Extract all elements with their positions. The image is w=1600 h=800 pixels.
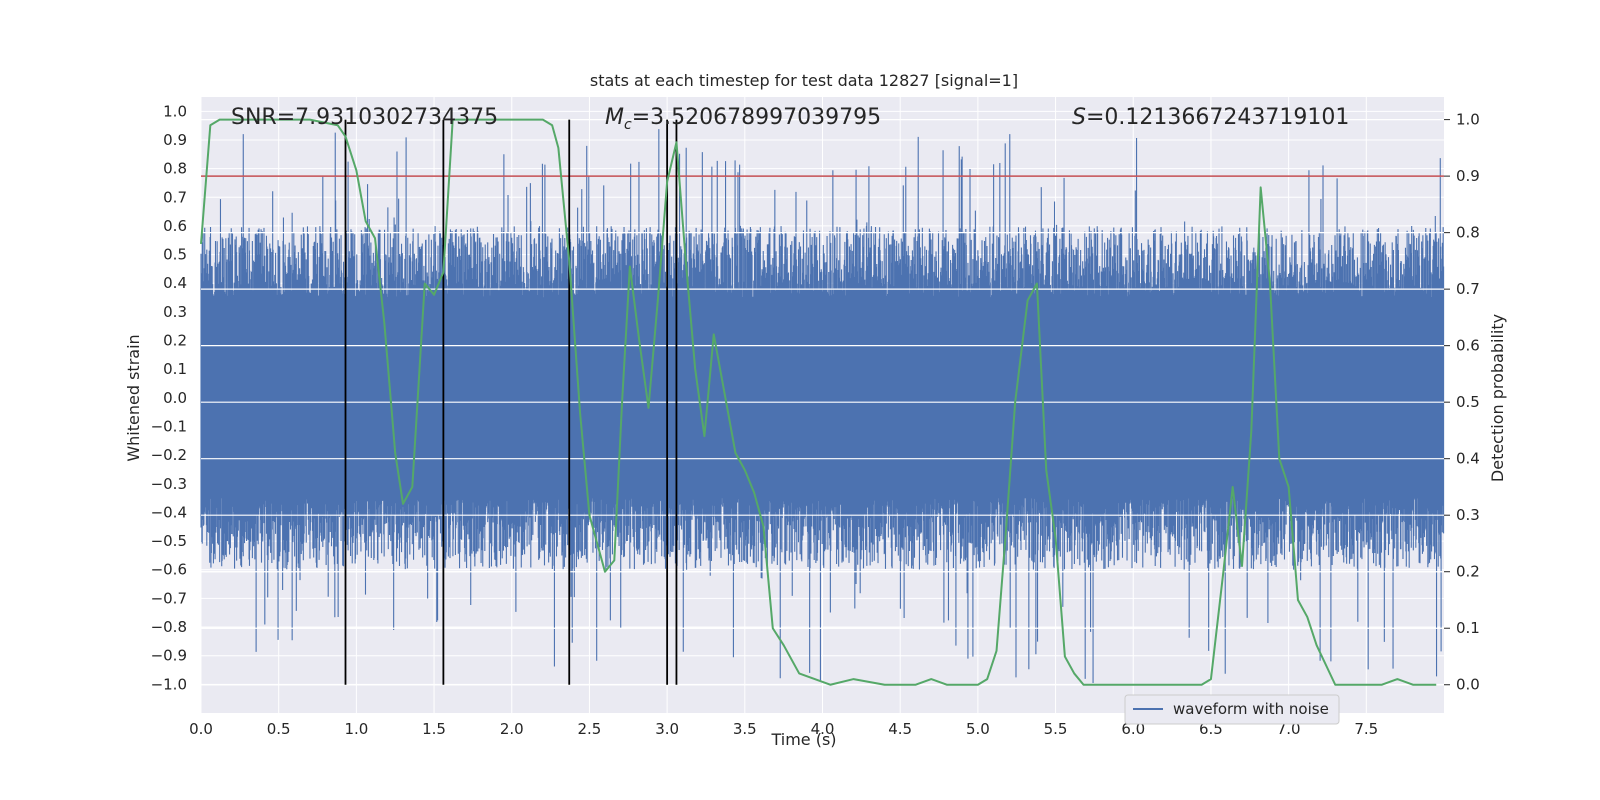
- y-tick-label-right: 0.3: [1456, 506, 1480, 524]
- y-tick-label-right: 0.9: [1456, 167, 1480, 185]
- x-axis-label: Time (s): [770, 730, 836, 749]
- y-tick-label-left: 0.3: [163, 303, 187, 321]
- x-tick-label: 2.5: [578, 720, 602, 738]
- y-tick-label-left: 0.9: [163, 131, 187, 149]
- probability-series: [200, 118, 1437, 686]
- y-tick-label-left: 0.7: [163, 188, 187, 206]
- x-tick-label: 4.0: [811, 720, 835, 738]
- y-tick-label-left: 0.0: [163, 389, 187, 407]
- y-tick-label-right: 0.2: [1456, 563, 1480, 581]
- y-tick-label-left: −1.0: [151, 675, 187, 693]
- y-tick-label-left: 0.4: [163, 274, 187, 292]
- x-tick-label: 1.0: [344, 720, 368, 738]
- y-tick-label-left: −0.1: [151, 417, 187, 435]
- y-tick-label-right: 0.5: [1456, 393, 1480, 411]
- legend: waveform with noise: [1124, 694, 1340, 725]
- x-tick-label: 3.0: [655, 720, 679, 738]
- x-tick-label: 3.5: [733, 720, 757, 738]
- x-tick-label: 0.5: [267, 720, 291, 738]
- y-tick-label-left: −0.2: [151, 446, 187, 464]
- x-tick-label: 4.5: [888, 720, 912, 738]
- x-tick-label: 5.5: [1044, 720, 1068, 738]
- x-tick-label: 2.0: [500, 720, 524, 738]
- y-tick-label-left: −0.7: [151, 589, 187, 607]
- waveform-series: [200, 119, 1445, 686]
- detection-probability-line: [200, 118, 1437, 686]
- y-tick-label-left: −0.6: [151, 561, 187, 579]
- y-tick-label-left: 0.2: [163, 332, 187, 350]
- y-tick-label-right: 0.7: [1456, 280, 1480, 298]
- y-tick-label-right: 0.6: [1456, 337, 1480, 355]
- y-tick-label-left: 0.1: [163, 360, 187, 378]
- y-tick-label-left: 1.0: [163, 102, 187, 120]
- y-tick-label-right: 0.4: [1456, 450, 1480, 468]
- y-tick-label-right: 1.0: [1456, 111, 1480, 129]
- y-tick-label-left: −0.3: [151, 475, 187, 493]
- y-tick-label-left: 0.5: [163, 246, 187, 264]
- x-tick-label: 5.0: [966, 720, 990, 738]
- chirp-mass-annotation: Mc=3.520678997039795: [605, 105, 881, 133]
- y-tick-label-left: 0.6: [163, 217, 187, 235]
- chart-title: stats at each timestep for test data 128…: [590, 71, 1018, 90]
- y-tick-label-left: −0.8: [151, 618, 187, 636]
- y-axis-label-left: Whitened strain: [124, 334, 143, 461]
- spin-annotation: S=0.1213667243719101: [1072, 105, 1349, 130]
- waveform-core: [201, 297, 1444, 499]
- y-tick-label-left: 0.8: [163, 160, 187, 178]
- x-tick-label: 7.5: [1354, 720, 1378, 738]
- y-tick-label-left: −0.4: [151, 503, 187, 521]
- y-tick-label-right: 0.8: [1456, 224, 1480, 242]
- x-tick-label: 0.0: [189, 720, 213, 738]
- legend-label: waveform with noise: [1173, 700, 1329, 718]
- y-tick-label-left: −0.9: [151, 647, 187, 665]
- y-tick-label-right: 0.1: [1456, 619, 1480, 637]
- y-tick-label-right: 0.0: [1456, 676, 1480, 694]
- vertical-markers: [344, 119, 678, 685]
- tick-labels: 0.0 0.5 1.0 1.5 2.0 2.5 3.0 3.5 4.0 4.5 5.0 5.5 6.0 6…: [151, 102, 1480, 738]
- x-tick-label: 1.5: [422, 720, 446, 738]
- y-tick-label-left: −0.5: [151, 532, 187, 550]
- snr-annotation: SNR=7.9310302734375: [231, 105, 498, 130]
- y-axis-label-right: Detection probability: [1488, 314, 1507, 482]
